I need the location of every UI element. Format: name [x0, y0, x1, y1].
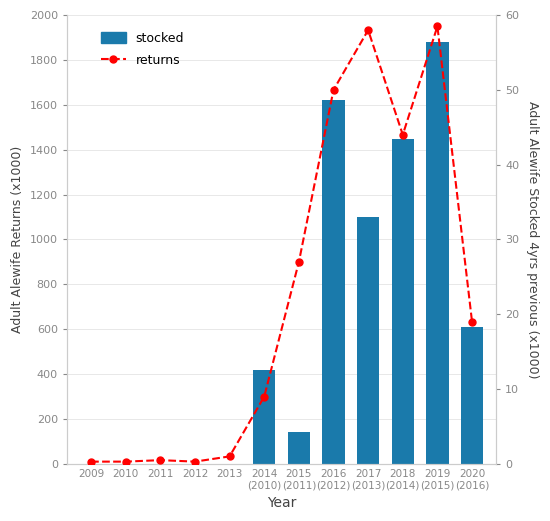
Y-axis label: Adult Alewife Stocked 4yrs previous (x1000): Adult Alewife Stocked 4yrs previous (x10… — [526, 101, 539, 378]
Y-axis label: Adult Alewife Returns (x1000): Adult Alewife Returns (x1000) — [11, 146, 24, 333]
Bar — [357, 217, 379, 464]
Bar — [392, 139, 414, 464]
Bar — [322, 101, 345, 464]
Bar — [461, 327, 483, 464]
Bar — [288, 432, 310, 464]
X-axis label: Year: Year — [267, 496, 296, 510]
Legend: stocked, returns: stocked, returns — [95, 26, 190, 73]
Bar — [253, 369, 276, 464]
Bar — [426, 42, 449, 464]
